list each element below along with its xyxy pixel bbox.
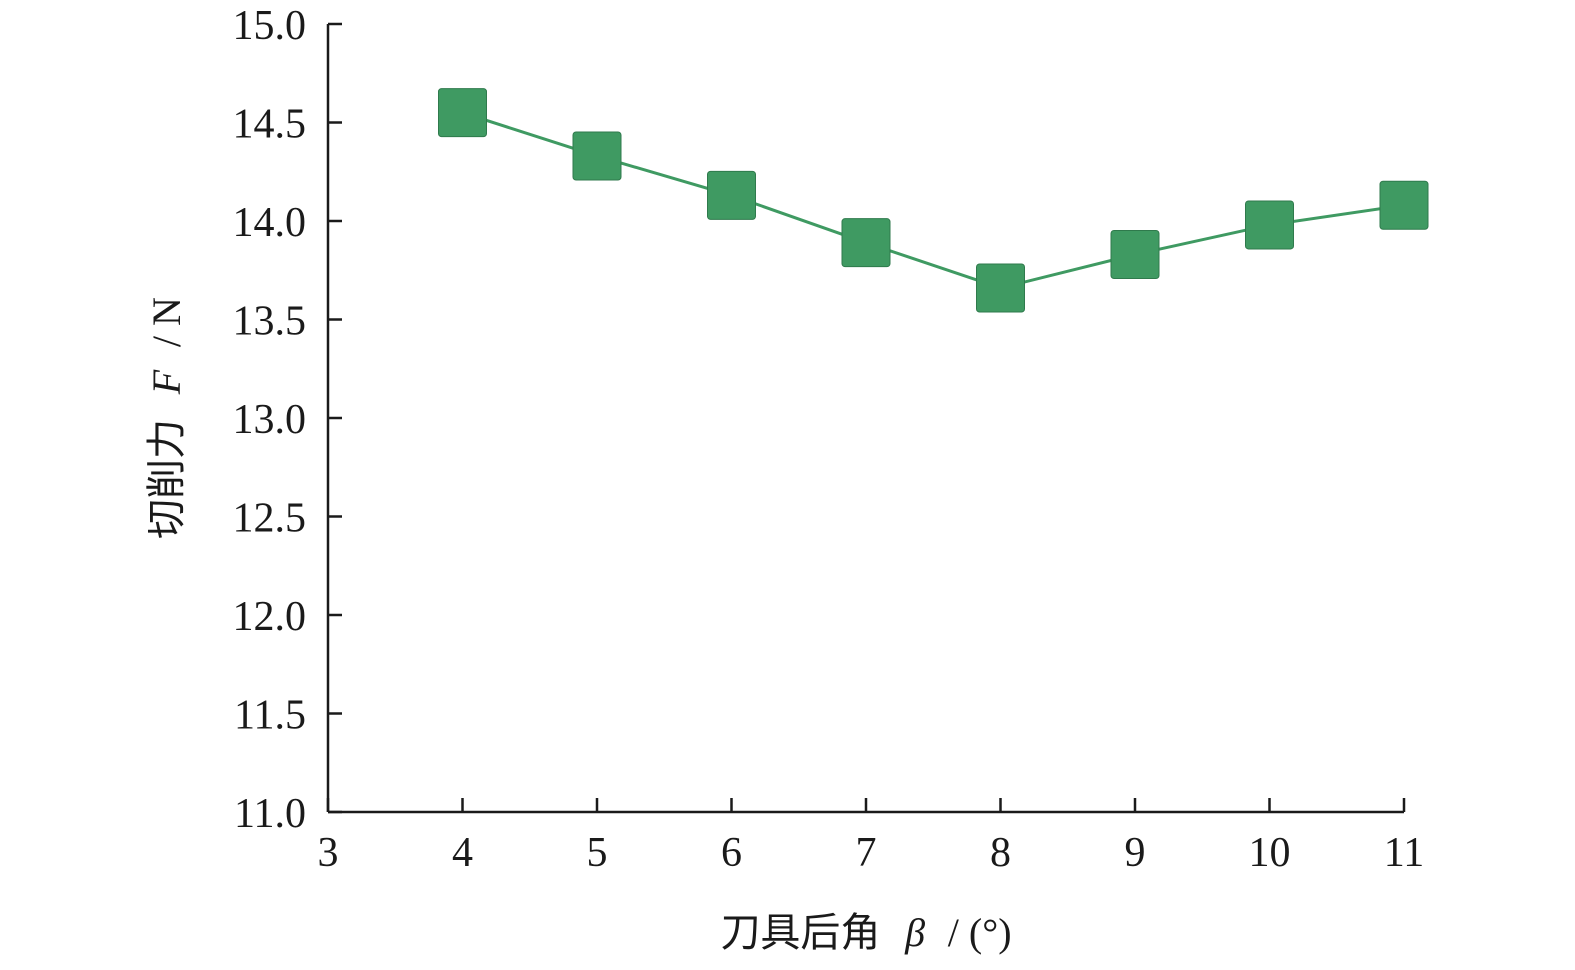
x-axis-label-text: 刀具后角 [720, 910, 880, 956]
axes: 11.0 11.5 12.0 12.5 13.0 13.5 14.0 14.5 15.0 3 4 5 6… [233, 3, 1425, 876]
y-tick-label: 12.0 [233, 594, 307, 640]
data-point-marker [1110, 229, 1160, 279]
data-point-marker [1379, 180, 1429, 230]
data-point-marker [707, 170, 756, 220]
y-tick-label: 14.0 [233, 200, 307, 246]
x-tick-label: 6 [721, 830, 742, 876]
y-tick-label: 13.5 [233, 299, 307, 345]
y-tick-label: 15.0 [233, 3, 307, 49]
data-point-marker [572, 131, 622, 181]
y-axis-label-symbol: F [144, 369, 189, 395]
x-axis-label-symbol: β [904, 910, 925, 955]
data-point-marker [976, 263, 1025, 313]
x-axis-label: 刀具后角 β / (°) [720, 910, 1011, 956]
x-tick-label: 9 [1125, 830, 1146, 876]
x-axis-label-unit: / (°) [948, 910, 1012, 955]
data-point-marker [1245, 200, 1294, 250]
x-tick-label: 4 [452, 830, 473, 876]
y-tick-label: 11.5 [234, 693, 306, 739]
data-point-marker [841, 218, 891, 268]
data-point-marker [438, 88, 487, 138]
axis-labels: 刀具后角 β / (°) 切削力 F / N [144, 297, 1012, 956]
x-tick-label: 8 [990, 830, 1011, 876]
y-tick-label: 14.5 [233, 102, 307, 148]
x-tick-label: 10 [1249, 830, 1291, 876]
x-tick-label: 3 [318, 830, 339, 876]
y-axis-label-text: 切削力 [144, 419, 190, 539]
y-axis-label: 切削力 F / N [144, 297, 190, 539]
series-layer [438, 88, 1429, 313]
x-tick-label: 7 [856, 830, 877, 876]
y-axis-label-unit: / N [144, 297, 189, 347]
x-tick-label: 5 [587, 830, 608, 876]
y-tick-label: 13.0 [233, 397, 307, 443]
y-tick-label: 12.5 [233, 496, 307, 542]
x-tick-label: 11 [1384, 830, 1424, 876]
y-tick-label: 11.0 [234, 791, 306, 837]
